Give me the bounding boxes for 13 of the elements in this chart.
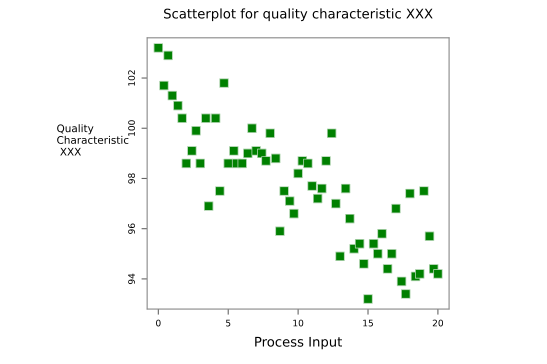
x-tick-label: 15	[363, 320, 373, 326]
chart-title: Scatterplot for quality characteristic XXX	[164, 8, 433, 22]
x-tick-label: 20	[432, 320, 444, 326]
y-tick-label: 102	[128, 70, 135, 86]
y-tick-label: 100	[128, 120, 135, 136]
y-tick-label: 94	[128, 274, 135, 284]
y-tick-label: 98	[128, 173, 135, 184]
x-tick-label: 5	[226, 320, 230, 326]
y-tick-label: 96	[128, 224, 135, 234]
y-axis-title: Quality Characteristic XXX	[57, 124, 128, 156]
x-axis-title: Process Input	[255, 336, 342, 350]
x-tick-label: 10	[293, 320, 304, 326]
x-tick-label: 0	[156, 320, 161, 326]
